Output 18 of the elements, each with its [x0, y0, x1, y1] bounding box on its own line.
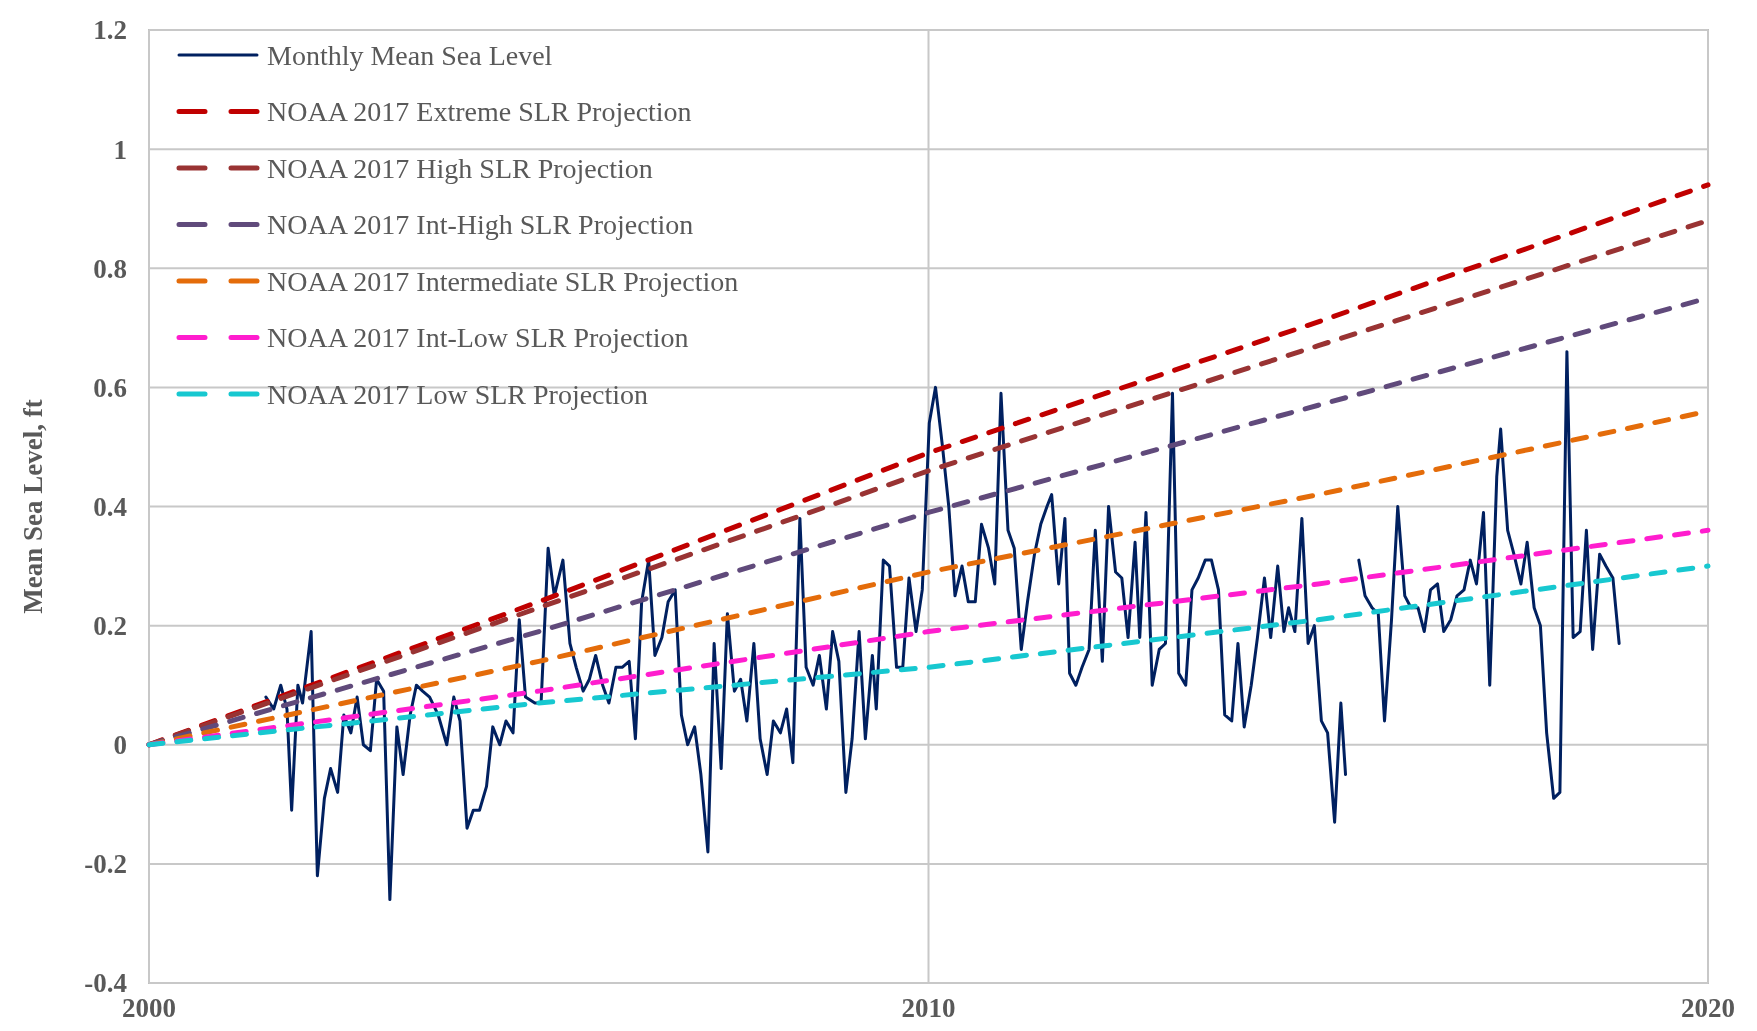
x-tick-label: 2010	[901, 993, 956, 1023]
y-tick-label: 1.2	[93, 15, 127, 46]
y-tick-label: 0.6	[93, 372, 127, 403]
legend-label: NOAA 2017 High SLR Projection	[267, 152, 653, 184]
y-tick-label: 0	[113, 730, 127, 761]
y-tick-label: 0.8	[93, 253, 127, 284]
legend-label: NOAA 2017 Int-High SLR Projection	[267, 209, 694, 241]
x-tick-label: 2020	[1681, 993, 1735, 1023]
legend-label: Monthly Mean Sea Level	[267, 39, 553, 71]
y-tick-label: 0.2	[93, 611, 127, 642]
y-axis-title: Mean Sea Level, ft	[18, 399, 48, 614]
legend-label: NOAA 2017 Low SLR Projection	[267, 378, 649, 410]
legend-label: NOAA 2017 Extreme SLR Projection	[267, 96, 692, 128]
legend-label: NOAA 2017 Intermediate SLR Projection	[267, 265, 739, 297]
legend-label: NOAA 2017 Int-Low SLR Projection	[267, 322, 689, 354]
y-tick-label: 0.4	[93, 491, 127, 522]
y-tick-label: 1	[113, 134, 127, 165]
y-tick-label: -0.2	[84, 849, 127, 880]
